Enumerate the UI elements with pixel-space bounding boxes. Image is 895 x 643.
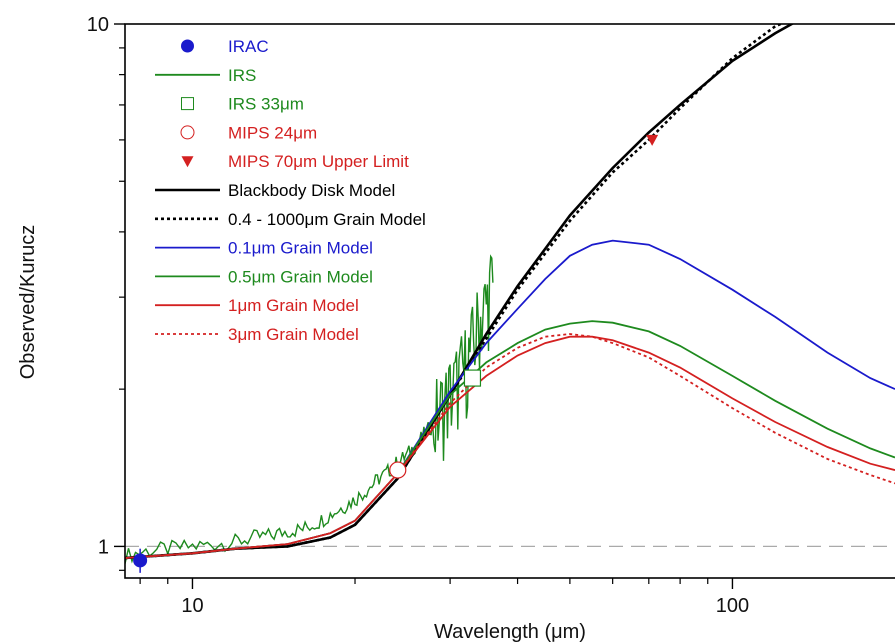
legend-marker-0 [181,39,194,53]
legend-marker-4 [181,156,194,168]
legend-label-10: 3μm Grain Model [228,325,359,344]
y-tick-label-0: 1 [98,536,109,558]
legend-label-1: IRS [228,66,256,85]
legend: IRAC IRS IRS 33μm MIPS 24μm MIPS 70μm Upper … [155,37,426,344]
legend-label-7: 0.1μm Grain Model [228,239,373,258]
series-line-4 [125,335,895,559]
legend-label-9: 1μm Grain Model [228,296,359,315]
axes: 10 100 1 10 [87,14,895,617]
series-line-5 [125,333,895,559]
series-line-1 [125,24,784,560]
y-tick-label-1: 10 [87,14,109,36]
legend-label-4: MIPS 70μm Upper Limit [228,152,409,171]
legend-marker-3 [180,125,195,140]
legend-label-0: IRAC [228,37,269,56]
series-line-3 [125,320,895,559]
legend-label-8: 0.5μm Grain Model [228,267,373,286]
legend-label-2: IRS 33μm [228,95,304,114]
legend-label-6: 0.4 - 1000μm Grain Model [228,210,426,229]
irac-point [133,553,148,568]
legend-marker-2 [181,97,194,111]
mips70-point [646,134,659,146]
plot-frame [124,23,895,579]
legend-label-5: Blackbody Disk Model [228,181,395,200]
plot-area [125,24,895,573]
x-tick-label-1: 100 [716,595,749,617]
x-tick-label-0: 10 [181,595,203,617]
mips24-point [389,461,407,479]
legend-label-3: MIPS 24μm [228,123,317,142]
plot-content [125,24,895,573]
irs33-point [463,369,482,387]
series-line-2 [125,239,895,559]
y-axis-title: Observed/Kurucz [17,225,39,380]
irs-spectrum-line [125,254,494,564]
x-axis-title: Wavelength (μm) [434,621,586,643]
